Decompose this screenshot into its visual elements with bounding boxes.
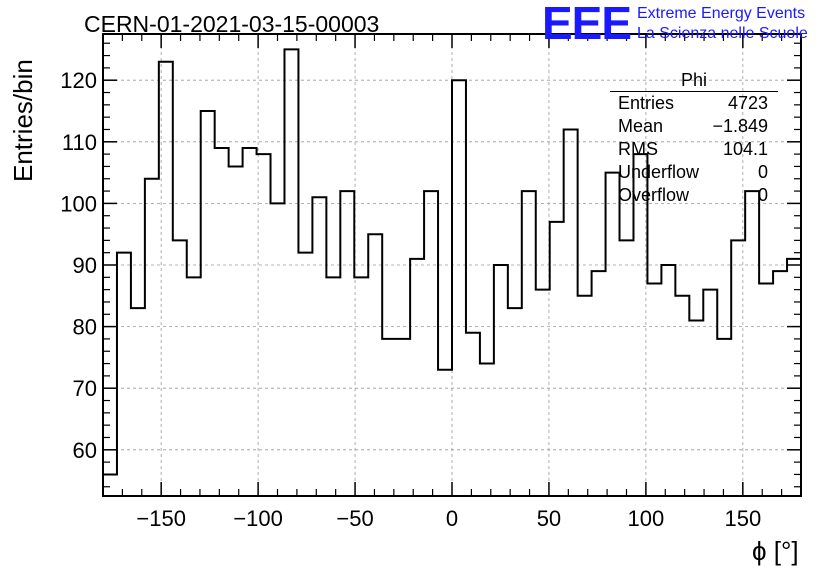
x-tick-label: 50 bbox=[537, 506, 561, 531]
histogram-bin bbox=[787, 259, 801, 496]
histogram-bin bbox=[145, 179, 159, 496]
stats-value: 104.1 bbox=[722, 139, 768, 159]
histogram-bin bbox=[243, 148, 257, 496]
histogram-bin bbox=[424, 191, 438, 496]
stats-key: Mean bbox=[618, 116, 664, 136]
y-tick-label: 110 bbox=[62, 130, 97, 155]
histogram-bin bbox=[257, 154, 271, 496]
histogram-bin bbox=[578, 296, 592, 496]
x-tick-label: −150 bbox=[136, 506, 186, 531]
histogram-bin bbox=[284, 49, 298, 496]
x-tick-label: 150 bbox=[724, 506, 761, 531]
histogram-bin bbox=[689, 320, 703, 496]
histogram-bin bbox=[396, 339, 410, 496]
histogram-bin bbox=[340, 191, 354, 496]
histogram-bin bbox=[452, 80, 466, 496]
histogram-bin bbox=[201, 111, 215, 496]
histogram-bin bbox=[215, 148, 229, 496]
histogram-bin bbox=[368, 234, 382, 496]
histogram-bin bbox=[647, 283, 661, 496]
stats-row-overflow: Overflow 0 bbox=[610, 184, 778, 207]
histogram-bin bbox=[522, 191, 536, 496]
histogram-bin bbox=[271, 203, 285, 496]
histogram-bin bbox=[536, 290, 550, 496]
histogram-bin bbox=[229, 166, 243, 496]
stats-row-entries: Entries 4723 bbox=[610, 92, 778, 115]
y-tick-label: 120 bbox=[60, 68, 97, 93]
x-tick-label: −50 bbox=[336, 506, 373, 531]
y-tick-label: 70 bbox=[73, 376, 97, 401]
chart-title: CERN-01-2021-03-15-00003 bbox=[84, 11, 380, 37]
logo-caption-line2: La Scienza nelle Scuole bbox=[637, 25, 808, 42]
histogram-bin bbox=[759, 283, 773, 496]
histogram-bin bbox=[382, 339, 396, 496]
logo-caption-line1: Extreme Energy Events bbox=[637, 5, 806, 22]
histogram-bin bbox=[438, 370, 452, 496]
histogram-bin bbox=[159, 62, 173, 496]
stats-value: 4723 bbox=[727, 93, 768, 113]
histogram-bin bbox=[354, 277, 368, 496]
histogram-bin bbox=[550, 222, 564, 496]
y-tick-label: 90 bbox=[73, 253, 97, 278]
histogram-bin bbox=[592, 271, 606, 496]
stats-row-rms: RMS 104.1 bbox=[610, 138, 778, 161]
stats-value: 0 bbox=[757, 162, 768, 182]
stats-key: Underflow bbox=[618, 162, 700, 182]
stats-title: Phi bbox=[610, 70, 778, 92]
histogram-bin bbox=[187, 277, 201, 496]
y-tick-label: 80 bbox=[73, 315, 97, 340]
histogram-bin bbox=[773, 271, 787, 496]
stats-box: Phi Entries 4723 Mean −1.849 RMS 104.1 U… bbox=[610, 70, 778, 207]
stats-key: Overflow bbox=[618, 185, 690, 205]
eee-logo: EEE bbox=[542, 0, 632, 49]
stats-key: RMS bbox=[618, 139, 658, 159]
y-tick-label: 100 bbox=[60, 191, 97, 216]
histogram-bin bbox=[494, 265, 508, 496]
histogram-bin bbox=[703, 290, 717, 496]
stats-row-mean: Mean −1.849 bbox=[610, 115, 778, 138]
x-tick-label: 100 bbox=[628, 506, 665, 531]
histogram-bin bbox=[606, 173, 620, 496]
histogram-bin bbox=[466, 333, 480, 496]
y-axis-label: Entries/bin bbox=[8, 59, 38, 182]
histogram-bin bbox=[326, 277, 340, 496]
histogram-bin bbox=[103, 474, 117, 496]
histogram-bin bbox=[564, 129, 578, 496]
histogram-bin bbox=[173, 240, 187, 496]
histogram-bin bbox=[620, 240, 634, 496]
histogram-outline bbox=[102, 48, 802, 496]
y-tick-label: 60 bbox=[73, 438, 97, 463]
histogram-bin bbox=[298, 253, 312, 496]
histogram-bin bbox=[675, 296, 689, 496]
histogram-bin bbox=[508, 308, 522, 496]
stats-value: −1.849 bbox=[712, 116, 768, 136]
histogram-bin bbox=[312, 197, 326, 496]
histogram-bin bbox=[410, 259, 424, 496]
histogram-bin bbox=[717, 339, 731, 496]
x-tick-label: −100 bbox=[233, 506, 283, 531]
x-axis-label: ϕ [°] bbox=[752, 536, 799, 566]
x-tick-label: 0 bbox=[446, 506, 458, 531]
stats-row-underflow: Underflow 0 bbox=[610, 161, 778, 184]
histogram-bin bbox=[131, 308, 145, 496]
stats-value: 0 bbox=[757, 185, 768, 205]
histogram-bin bbox=[731, 240, 745, 496]
histogram-bin bbox=[745, 191, 759, 496]
stats-key: Entries bbox=[618, 93, 675, 113]
histogram-bin bbox=[661, 265, 675, 496]
histogram-bin bbox=[117, 253, 131, 496]
histogram-bin bbox=[480, 364, 494, 496]
